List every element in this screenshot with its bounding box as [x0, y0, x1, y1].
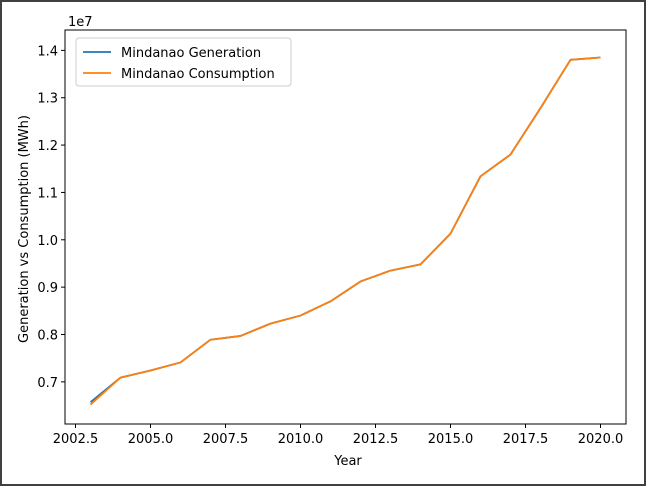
x-tick-label: 2017.5: [503, 432, 549, 447]
y-axis-offset-label: 1e7: [68, 15, 93, 30]
x-tick-label: 2010.0: [278, 432, 324, 447]
x-tick-label: 2015.0: [428, 432, 474, 447]
legend: Mindanao Generation Mindanao Consumption: [75, 37, 292, 87]
series-lines: [89, 56, 601, 406]
y-tick-label: 0.9: [37, 281, 58, 296]
x-tick-label: 2012.5: [353, 432, 399, 447]
y-axis-ticks: 0.7 0.8 0.9 1.0 1.1 1.2 1.3 1.4: [37, 44, 65, 391]
x-tick-label: 2002.5: [53, 432, 99, 447]
legend-box: [75, 37, 292, 87]
y-tick-label: 1.2: [37, 139, 58, 154]
x-tick-label: 2007.5: [203, 432, 249, 447]
x-axis-ticks: 2002.5 2005.0 2007.5 2010.0 2012.5 2015.0 2017…: [53, 424, 624, 447]
x-axis-label: Year: [333, 454, 362, 469]
y-tick-label: 1.4: [37, 44, 58, 59]
legend-label-consumption: Mindanao Consumption: [121, 67, 275, 82]
legend-label-generation: Mindanao Generation: [121, 46, 261, 61]
y-tick-label: 1.1: [37, 186, 58, 201]
y-axis-label: Generation vs Consumption (MWh): [17, 115, 32, 343]
series-line-consumption: [89, 56, 601, 406]
y-tick-label: 0.8: [37, 328, 58, 343]
y-tick-label: 1.0: [37, 234, 58, 249]
x-tick-label: 2020.0: [578, 432, 624, 447]
y-tick-label: 0.7: [37, 376, 58, 391]
y-tick-label: 1.3: [37, 92, 58, 107]
plot-area: [64, 29, 627, 425]
x-tick-label: 2005.0: [128, 432, 174, 447]
